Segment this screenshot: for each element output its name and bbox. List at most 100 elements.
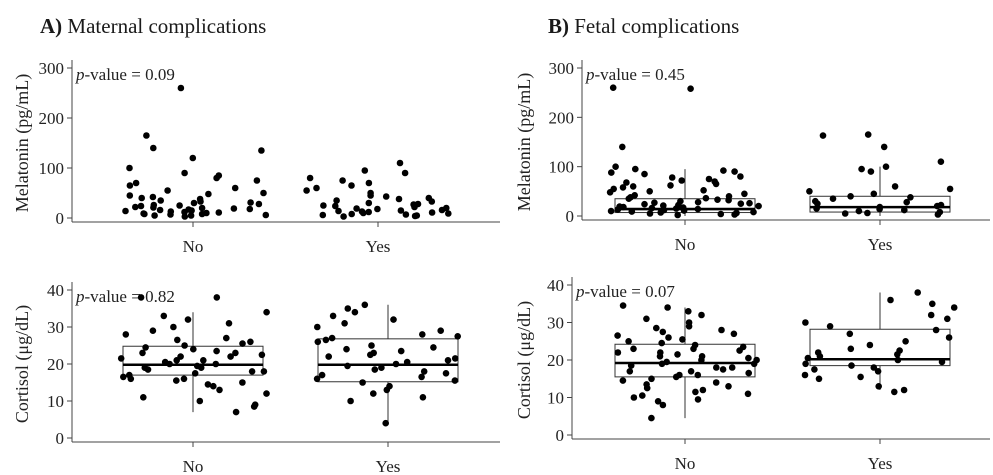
data-point: [156, 206, 164, 214]
data-point: [674, 351, 681, 358]
data-point: [140, 394, 147, 401]
data-point: [127, 375, 135, 383]
data-point: [648, 204, 656, 212]
data-point: [210, 382, 217, 390]
data-point: [370, 390, 377, 397]
data-point: [643, 381, 650, 388]
data-point: [255, 200, 263, 208]
data-point: [719, 366, 727, 373]
data-point: [753, 356, 760, 364]
data-point: [687, 85, 694, 92]
data-point: [420, 368, 428, 375]
data-point: [200, 357, 207, 364]
y-tick-label: 200: [549, 108, 575, 127]
data-point: [755, 202, 762, 210]
data-point: [193, 362, 201, 370]
data-point: [659, 401, 667, 409]
data-point: [444, 357, 452, 364]
data-point: [260, 368, 268, 375]
data-point: [741, 190, 748, 198]
data-point: [157, 197, 164, 204]
data-point: [181, 213, 189, 220]
y-axis-label: Cortisol (μg/dL): [12, 305, 33, 423]
data-point: [263, 308, 270, 316]
data-point: [819, 132, 827, 139]
data-point: [401, 169, 409, 177]
data-point: [418, 373, 425, 381]
data-point: [325, 353, 333, 360]
data-point: [314, 338, 322, 346]
data-point: [698, 311, 705, 319]
data-point: [745, 369, 752, 377]
data-point: [333, 197, 340, 204]
data-point: [347, 397, 354, 405]
data-point: [378, 364, 385, 372]
data-point: [698, 353, 706, 360]
data-point: [699, 386, 707, 394]
data-point: [679, 204, 687, 211]
data-point: [938, 358, 946, 366]
data-point: [802, 360, 809, 368]
data-point: [623, 179, 630, 186]
data-point: [609, 84, 617, 91]
data-point: [184, 316, 192, 323]
x-tick-label: Yes: [868, 235, 893, 254]
y-tick-label: 300: [39, 59, 65, 78]
data-point: [643, 315, 650, 323]
data-point: [870, 364, 878, 371]
data-point: [126, 192, 134, 199]
data-point: [344, 362, 351, 370]
data-point: [411, 212, 419, 220]
data-point: [322, 336, 330, 344]
data-point: [359, 379, 366, 386]
data-point: [314, 323, 321, 331]
data-point: [630, 345, 637, 353]
data-point: [215, 172, 223, 179]
data-point: [185, 206, 192, 213]
data-point: [120, 373, 127, 381]
data-point: [313, 184, 320, 192]
data-point: [801, 371, 809, 379]
data-point: [694, 371, 702, 379]
data-point: [227, 353, 234, 360]
data-point: [894, 356, 902, 364]
data-point: [658, 360, 666, 368]
data-point: [855, 207, 863, 215]
data-point: [203, 209, 210, 217]
data-point: [739, 343, 747, 351]
data-point: [806, 188, 813, 195]
data-point: [694, 205, 702, 213]
data-point: [170, 323, 177, 331]
data-point: [212, 360, 220, 368]
data-point: [382, 419, 390, 427]
data-point: [365, 208, 373, 216]
data-point: [927, 311, 935, 319]
data-point: [367, 351, 374, 359]
data-point: [705, 175, 713, 183]
data-point: [180, 375, 188, 383]
data-point: [126, 182, 134, 189]
data-point: [720, 167, 727, 174]
data-point: [678, 177, 685, 184]
y-tick-label: 100: [549, 158, 575, 177]
data-point: [882, 163, 890, 170]
data-point: [717, 210, 725, 218]
data-point: [608, 169, 615, 176]
data-point: [137, 202, 145, 210]
data-point: [639, 392, 646, 399]
x-tick-label: Yes: [376, 457, 401, 475]
data-point: [659, 328, 667, 336]
data-point: [174, 336, 181, 344]
data-point: [117, 355, 125, 362]
data-point: [907, 194, 914, 201]
section-letter: A): [40, 14, 63, 38]
data-point: [367, 189, 374, 197]
data-point: [815, 375, 823, 383]
p-value-annotation: p-value = 0.82: [75, 287, 175, 306]
data-point: [318, 371, 326, 379]
data-point: [813, 205, 820, 212]
data-point: [619, 184, 627, 191]
data-point: [725, 383, 732, 390]
data-point: [629, 183, 637, 190]
data-point: [374, 205, 381, 213]
